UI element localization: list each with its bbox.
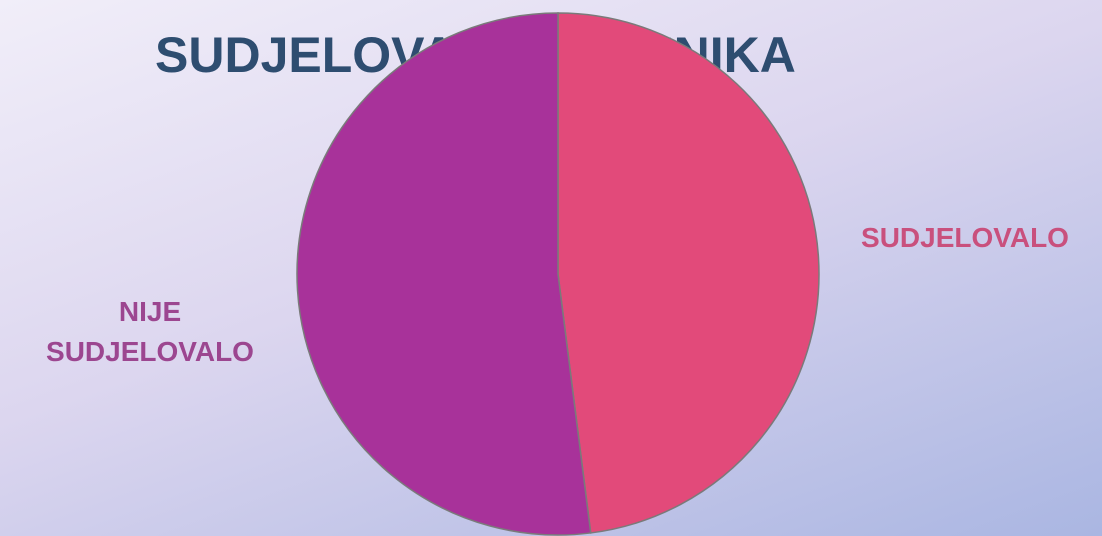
pie-slice [296,12,592,536]
slice-label: SUDJELOVALO [861,222,1069,253]
pie-slice [557,12,820,534]
slice-label: NIJE SUDJELOVALO [46,296,254,367]
